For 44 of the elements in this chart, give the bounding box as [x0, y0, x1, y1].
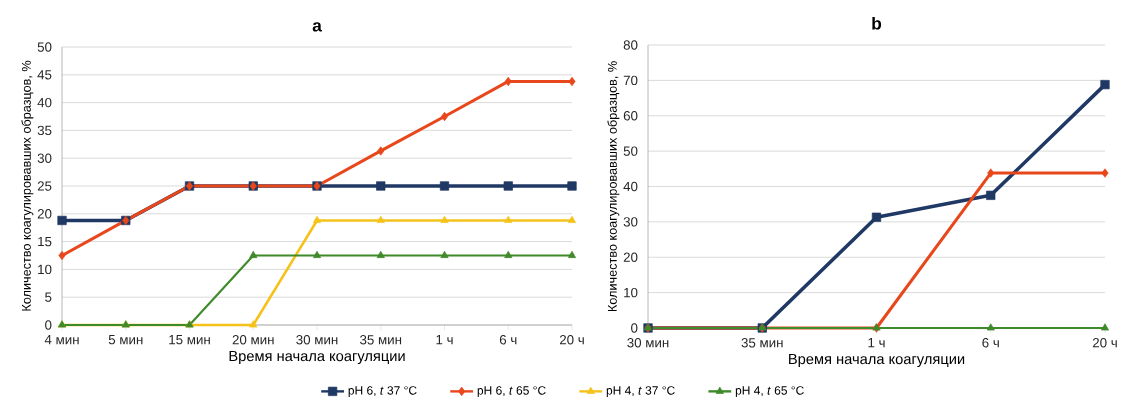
y-axis-title: Количество коагулировавших образцов, %	[607, 61, 620, 312]
legend-label: pH 6, t 65 °C	[477, 386, 546, 398]
x-tick-label: 4 мин	[44, 335, 79, 345]
x-tick-label: 35 мин	[741, 338, 783, 348]
x-axis-title: Время начала коагуляции	[229, 350, 405, 365]
x-tick-label: 6 ч	[499, 335, 517, 345]
y-tick-label: 80	[623, 40, 638, 50]
y-tick-label: 5	[45, 292, 52, 302]
legend-label: pH 4, t 65 °C	[735, 386, 804, 398]
y-tick-label: 50	[623, 146, 638, 156]
y-tick-label: 0	[631, 323, 638, 333]
y-tick-label: 15	[38, 236, 52, 247]
y-tick-label: 50	[37, 42, 52, 52]
x-tick-label: 20 ч	[1092, 338, 1117, 348]
x-axis-title: Время начала коагуляции	[789, 353, 965, 368]
y-tick-label: 45	[37, 70, 52, 80]
y-tick-label: 40	[623, 181, 638, 192]
x-tick-label: 35 мин	[360, 335, 402, 345]
y-tick-label: 30	[623, 217, 638, 227]
x-tick-label: 20 мин	[232, 335, 274, 345]
legend-label: pH 6, t 37 °C	[348, 386, 417, 398]
y-axis-title: Количество коагулировавших образцов, %	[21, 60, 34, 311]
y-tick-label: 0	[45, 320, 52, 330]
chart-title: b	[872, 16, 882, 30]
x-tick-label: 30 мин	[627, 338, 669, 348]
x-tick-label: 1 ч	[436, 335, 453, 345]
y-tick-label: 10	[624, 287, 638, 298]
y-tick-label: 20	[623, 252, 638, 262]
y-tick-label: 35	[37, 125, 52, 136]
y-tick-label: 10	[38, 264, 52, 275]
x-tick-label: 6 ч	[982, 338, 999, 348]
y-tick-label: 40	[37, 97, 52, 108]
x-tick-label: 15 мин	[169, 335, 210, 345]
x-tick-label: 5 мин	[108, 335, 143, 345]
y-tick-label: 25	[37, 181, 52, 191]
x-tick-label: 1 ч	[868, 338, 885, 348]
y-tick-label: 30	[37, 153, 52, 163]
chart-title: a	[312, 22, 322, 32]
y-tick-label: 70	[623, 75, 638, 86]
y-tick-label: 20	[37, 209, 52, 219]
legend-label: pH 4, t 37 °C	[606, 386, 675, 398]
y-tick-label: 60	[623, 111, 638, 121]
x-tick-label: 30 мин	[296, 335, 338, 345]
x-tick-label: 20 ч	[559, 335, 584, 345]
